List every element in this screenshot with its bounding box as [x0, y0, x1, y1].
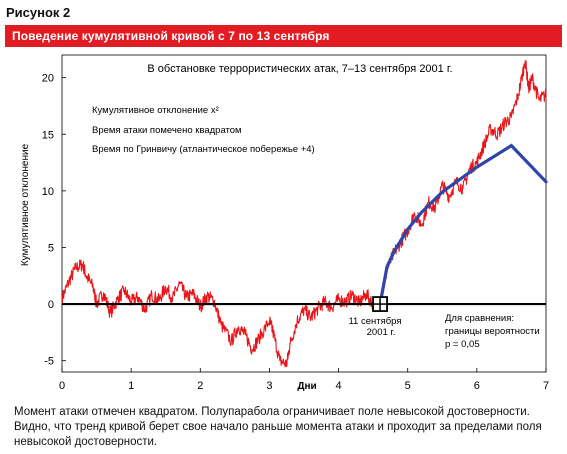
x-axis-label: Дни [297, 381, 316, 392]
x-tick-label: 6 [474, 380, 480, 392]
plot-border [61, 54, 547, 373]
y-tick-label: 5 [48, 242, 54, 254]
annotation-line-2: Время атаки помечено квадратом [92, 125, 242, 136]
x-tick-label: 5 [405, 380, 411, 392]
probability-bound-curve [378, 143, 548, 306]
x-tick-label: 2 [197, 380, 203, 392]
y-tick-label: 10 [42, 186, 54, 198]
x-tick-label: 1 [128, 380, 134, 392]
y-tick-label: -5 [44, 356, 54, 368]
comparison-note-line-3: p = 0,05 [445, 339, 480, 350]
x-tick-label: 4 [336, 380, 342, 392]
annotation-line-1: Кумулятивное отклонение x² [92, 105, 219, 116]
banner-title: Поведение кумулятивной кривой с 7 по 13 … [12, 29, 330, 43]
y-tick-label: 0 [48, 299, 54, 311]
y-tick-label: 20 [42, 73, 54, 85]
attack-label-line-1: 11 сентября [348, 316, 401, 327]
annotation-line-3: Время по Гринвичу (атлантическое побереж… [92, 144, 315, 155]
comparison-note-line-2: границы вероятности [445, 326, 540, 337]
x-tick-label: 3 [266, 380, 272, 392]
x-tick-label: 0 [59, 380, 65, 392]
comparison-note-line-1: Для сравнения: [445, 313, 514, 324]
chart-title: В обстановке террористических атак, 7–13… [147, 63, 452, 75]
plot-frame [61, 54, 547, 373]
figure-caption: Момент атаки отмечен квадратом. Полупара… [14, 406, 542, 448]
attack-label-line-2: 2001 г. [367, 327, 396, 338]
text-layer: В обстановке террористических атак, 7–13… [20, 63, 540, 392]
cumulative-deviation-line [61, 60, 547, 368]
figure-label: Рисунок 2 [6, 5, 71, 20]
y-tick-label: 15 [42, 129, 54, 141]
x-tick-label: 7 [543, 380, 549, 392]
y-axis-label: Кумулятивное отклонение [20, 143, 31, 266]
series-layer [61, 60, 548, 368]
title-banner: Поведение кумулятивной кривой с 7 по 13 … [5, 25, 562, 47]
axis-layer: -5 0 5 10 15 20 0 1 2 3 4 5 6 7 [42, 73, 549, 392]
cumulative-chart: -5 0 5 10 15 20 0 1 2 3 4 5 6 7 В обстановке террорис… [20, 54, 549, 392]
